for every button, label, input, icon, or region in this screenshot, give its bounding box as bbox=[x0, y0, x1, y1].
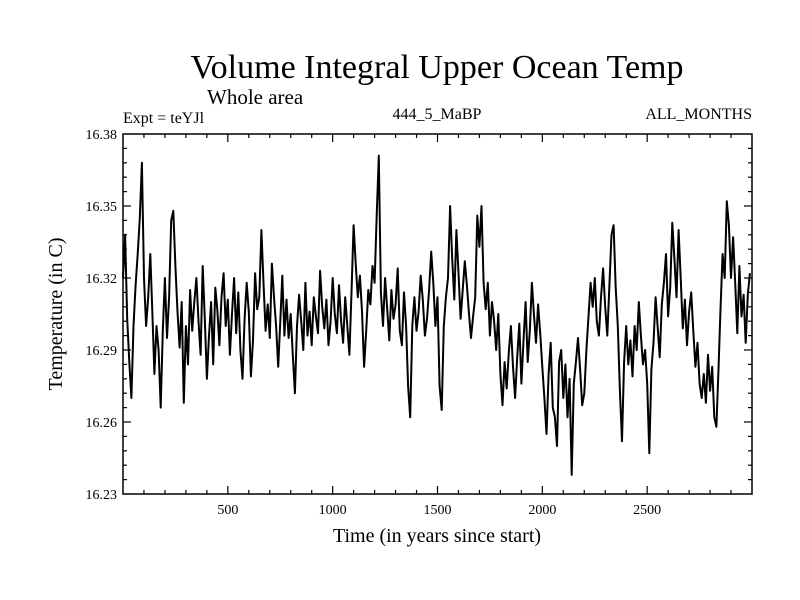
y-tick-label: 16.26 bbox=[86, 416, 118, 431]
y-tick-label: 16.35 bbox=[86, 200, 118, 215]
x-tick-label: 2500 bbox=[633, 503, 661, 518]
x-tick-labels: 500 1000 1500 2000 2500 bbox=[217, 503, 661, 518]
y-tick-label: 16.29 bbox=[86, 344, 118, 359]
y-tick-label: 16.38 bbox=[86, 128, 118, 143]
x-tick-label: 1500 bbox=[424, 503, 452, 518]
x-tick-label: 2000 bbox=[528, 503, 556, 518]
temperature-series-line bbox=[122, 154, 751, 476]
chart-subtitle: Whole area bbox=[207, 85, 304, 109]
x-tick-label: 500 bbox=[217, 503, 238, 518]
x-axis-label: Time (in years since start) bbox=[333, 525, 541, 547]
plot-frame bbox=[122, 133, 753, 495]
y-tick-label: 16.32 bbox=[86, 272, 118, 287]
x-tick-label: 1000 bbox=[319, 503, 347, 518]
run-label: 444_5_MaBP bbox=[393, 106, 482, 123]
experiment-label: Expt = teYJl bbox=[123, 110, 205, 127]
y-axis-label: Temperature (in C) bbox=[45, 238, 67, 391]
y-tick-labels: 16.23 16.26 16.29 16.32 16.35 16.38 bbox=[86, 128, 118, 503]
chart-title: Volume Integral Upper Ocean Temp bbox=[191, 49, 684, 86]
season-label: ALL_MONTHS bbox=[645, 106, 752, 123]
y-tick-label: 16.23 bbox=[86, 488, 118, 503]
